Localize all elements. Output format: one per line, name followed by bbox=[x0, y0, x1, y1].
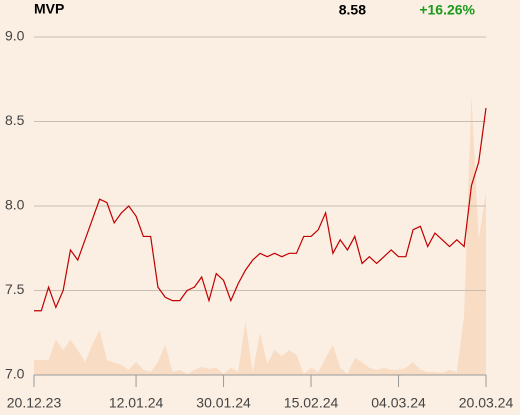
change: +16.26% bbox=[419, 2, 475, 18]
x-tick-label: 04.03.24 bbox=[371, 395, 426, 411]
y-tick-label: 8.5 bbox=[5, 112, 25, 128]
x-tick-label: 15.02.24 bbox=[284, 395, 339, 411]
x-tick-label: 20.03.24 bbox=[459, 395, 514, 411]
y-tick-label: 9.0 bbox=[5, 28, 25, 44]
x-tick-label: 20.12.23 bbox=[7, 395, 62, 411]
chart-title: MVP bbox=[34, 1, 64, 17]
x-tick-label: 12.01.24 bbox=[109, 395, 164, 411]
last-value: 8.58 bbox=[339, 2, 366, 18]
y-tick-label: 7.5 bbox=[5, 281, 25, 297]
price-line bbox=[34, 107, 487, 312]
y-tick-label: 7.0 bbox=[5, 366, 25, 382]
x-tick-label: 30.01.24 bbox=[196, 395, 251, 411]
y-tick-label: 8.0 bbox=[5, 197, 25, 213]
